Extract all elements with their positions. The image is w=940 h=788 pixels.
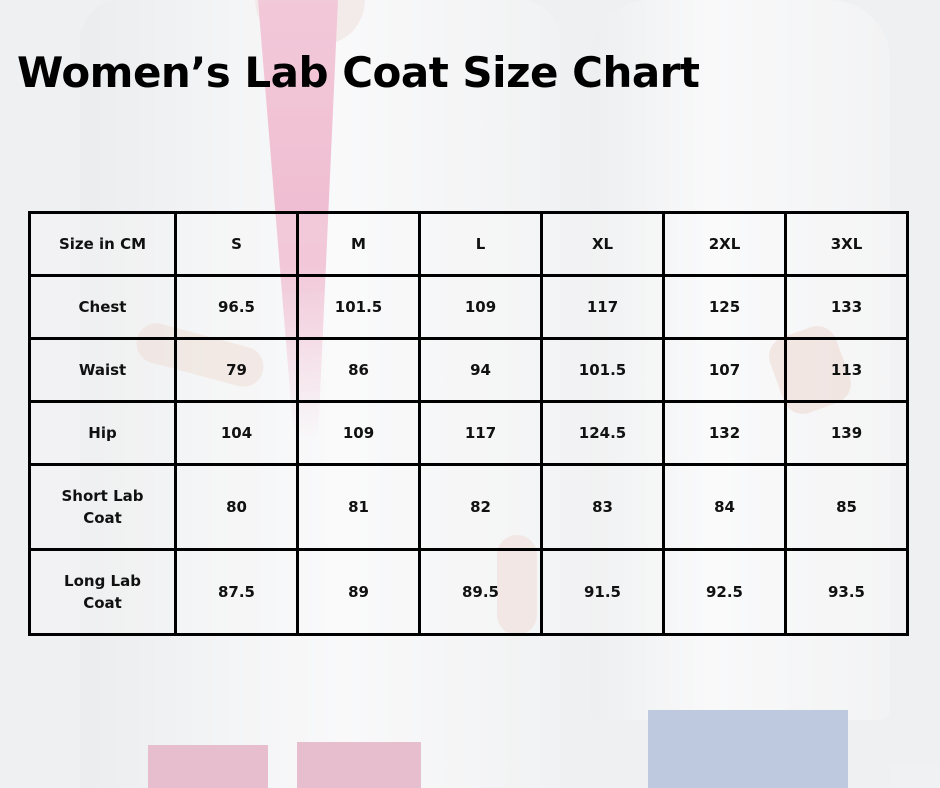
header-cell-xl: XL (540, 211, 665, 277)
row-label-text: Short Lab Coat (61, 487, 144, 527)
table-cell: 124.5 (540, 400, 665, 466)
table-cell: 113 (784, 337, 909, 403)
table-cell: 89 (296, 548, 421, 636)
table-cell: 96.5 (174, 274, 299, 340)
table-cell: 104 (174, 400, 299, 466)
row-label: Waist (28, 337, 177, 403)
table-cell: 101.5 (540, 337, 665, 403)
table-row-long-lab-coat: Long Lab Coat 87.5 89 89.5 91.5 92.5 93.… (28, 548, 909, 636)
table-cell: 81 (296, 463, 421, 551)
row-label-text: Long Lab Coat (64, 572, 141, 612)
size-chart-table: Size in CM S M L XL 2XL 3XL Chest 96.5 1… (28, 211, 909, 636)
header-cell-m: M (296, 211, 421, 277)
table-cell: 87.5 (174, 548, 299, 636)
row-label: Hip (28, 400, 177, 466)
table-cell: 117 (540, 274, 665, 340)
table-cell: 125 (662, 274, 787, 340)
row-label: Short Lab Coat (28, 463, 177, 551)
table-cell: 132 (662, 400, 787, 466)
table-cell: 82 (418, 463, 543, 551)
header-cell-3xl: 3XL (784, 211, 909, 277)
header-cell-2xl: 2XL (662, 211, 787, 277)
table-cell: 85 (784, 463, 909, 551)
blue-pants (648, 710, 848, 788)
header-row: Size in CM S M L XL 2XL 3XL (28, 211, 909, 277)
table-cell: 139 (784, 400, 909, 466)
row-label: Long Lab Coat (28, 548, 177, 636)
table-cell: 107 (662, 337, 787, 403)
table-cell: 117 (418, 400, 543, 466)
pink-pants-left-leg (148, 745, 268, 788)
pink-pants-right-leg (297, 742, 421, 788)
table-row-waist: Waist 79 86 94 101.5 107 113 (28, 337, 909, 403)
table-cell: 93.5 (784, 548, 909, 636)
table-cell: 101.5 (296, 274, 421, 340)
table-row-hip: Hip 104 109 117 124.5 132 139 (28, 400, 909, 466)
header-cell-s: S (174, 211, 299, 277)
table-cell: 94 (418, 337, 543, 403)
table-row-short-lab-coat: Short Lab Coat 80 81 82 83 84 85 (28, 463, 909, 551)
table-cell: 89.5 (418, 548, 543, 636)
table-row-chest: Chest 96.5 101.5 109 117 125 133 (28, 274, 909, 340)
page-title: Women’s Lab Coat Size Chart (17, 48, 700, 97)
table-cell: 80 (174, 463, 299, 551)
table-cell: 92.5 (662, 548, 787, 636)
table-cell: 84 (662, 463, 787, 551)
table-cell: 133 (784, 274, 909, 340)
header-cell-l: L (418, 211, 543, 277)
table-cell: 83 (540, 463, 665, 551)
table-cell: 109 (296, 400, 421, 466)
table-cell: 86 (296, 337, 421, 403)
table-cell: 109 (418, 274, 543, 340)
table-cell: 91.5 (540, 548, 665, 636)
header-cell-size-in-cm: Size in CM (28, 211, 177, 277)
table-cell: 79 (174, 337, 299, 403)
row-label: Chest (28, 274, 177, 340)
